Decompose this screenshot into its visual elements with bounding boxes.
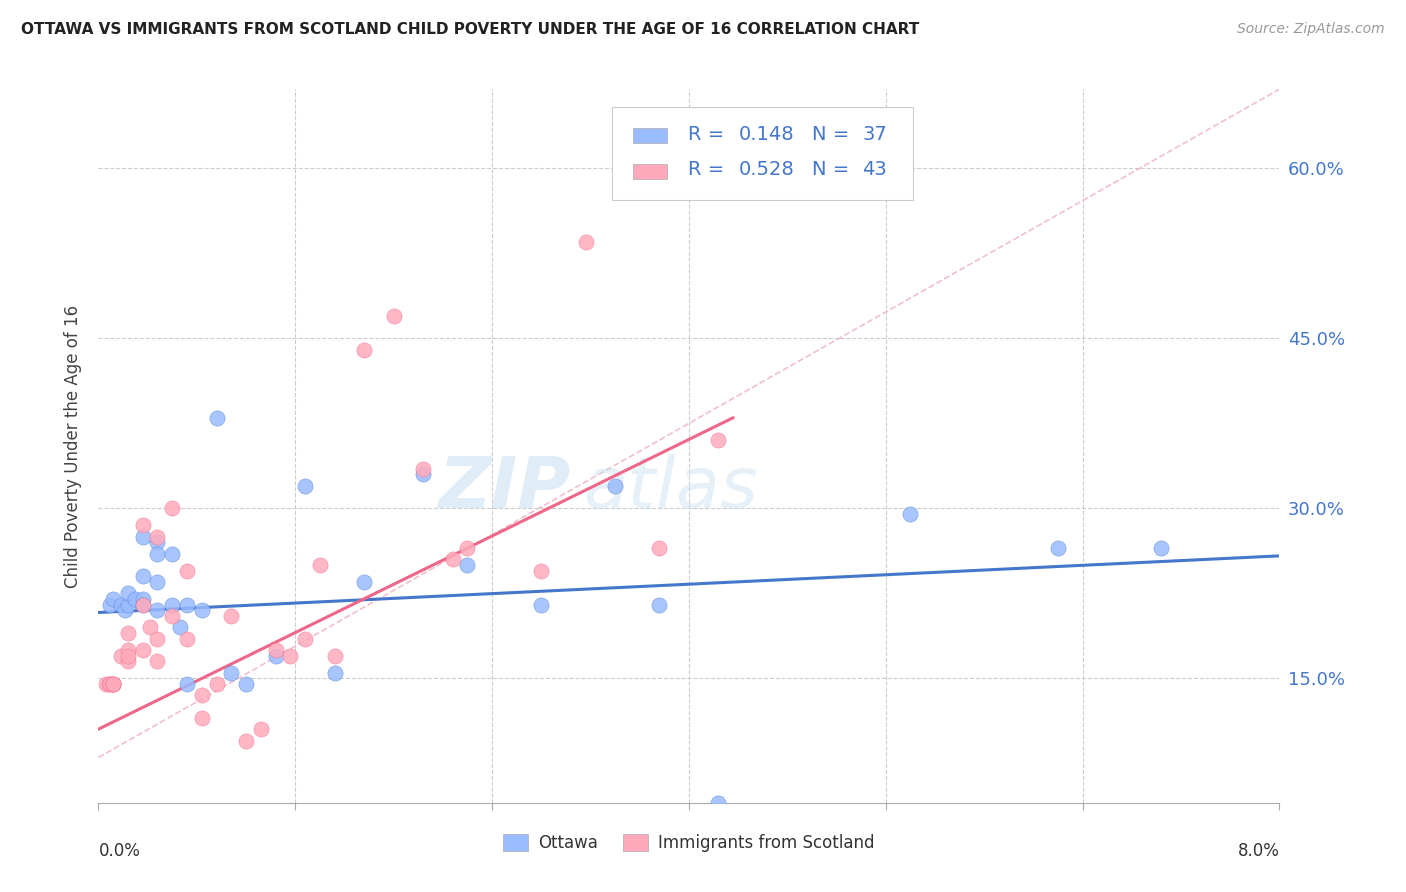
Text: 43: 43 [862, 161, 887, 179]
Text: 0.528: 0.528 [738, 161, 794, 179]
Point [146, 547, 169, 561]
Text: N =: N = [811, 161, 855, 179]
Point [457, 558, 479, 572]
Point [648, 598, 671, 612]
Point [457, 541, 479, 555]
Point [205, 677, 228, 691]
Legend: Ottawa, Immigrants from Scotland: Ottawa, Immigrants from Scotland [496, 827, 882, 859]
Text: 0.148: 0.148 [738, 125, 794, 144]
FancyBboxPatch shape [612, 107, 914, 200]
Point [132, 518, 155, 533]
Point [103, 591, 125, 606]
Point [294, 478, 316, 492]
Point [103, 677, 125, 691]
Point [146, 632, 169, 646]
Point [146, 574, 169, 589]
Point [132, 530, 155, 544]
Text: atlas: atlas [582, 454, 758, 524]
Point [235, 733, 257, 747]
Point [412, 467, 434, 482]
Point [264, 643, 287, 657]
Point [132, 643, 155, 657]
Point [117, 598, 139, 612]
Point [250, 722, 273, 736]
Point [132, 591, 155, 606]
Point [103, 677, 125, 691]
Point [323, 648, 346, 663]
Point [264, 648, 287, 663]
Point [94, 677, 117, 691]
Point [117, 626, 139, 640]
Point [530, 564, 553, 578]
Text: ZIP: ZIP [439, 454, 571, 524]
Point [103, 677, 125, 691]
Point [117, 654, 139, 668]
Point [139, 620, 162, 634]
Point [605, 478, 627, 492]
Point [648, 541, 671, 555]
Point [309, 558, 332, 572]
Point [441, 552, 464, 566]
Point [707, 796, 730, 810]
Point [162, 547, 183, 561]
Point [146, 530, 169, 544]
Point [191, 688, 214, 702]
Y-axis label: Child Poverty Under the Age of 16: Child Poverty Under the Age of 16 [65, 304, 83, 588]
Text: 37: 37 [862, 125, 887, 144]
Point [117, 586, 139, 600]
Text: Source: ZipAtlas.com: Source: ZipAtlas.com [1237, 22, 1385, 37]
Point [117, 648, 139, 663]
Point [530, 598, 553, 612]
FancyBboxPatch shape [634, 128, 666, 143]
Point [176, 564, 198, 578]
Point [205, 410, 228, 425]
Text: 8.0%: 8.0% [1237, 842, 1279, 860]
Point [98, 598, 121, 612]
FancyBboxPatch shape [634, 164, 666, 178]
Point [132, 569, 155, 583]
Point [323, 665, 346, 680]
Point [132, 598, 155, 612]
Point [110, 648, 132, 663]
Point [280, 648, 302, 663]
Point [97, 677, 120, 691]
Point [382, 309, 405, 323]
Point [176, 632, 198, 646]
Point [110, 598, 132, 612]
Point [132, 598, 155, 612]
Point [98, 677, 121, 691]
Point [221, 665, 243, 680]
Point [575, 235, 598, 249]
Point [146, 535, 169, 549]
Point [1150, 541, 1173, 555]
Point [114, 603, 136, 617]
Point [707, 434, 730, 448]
Point [353, 343, 375, 357]
Point [162, 608, 183, 623]
Point [235, 677, 257, 691]
Point [900, 507, 922, 521]
Point [191, 711, 214, 725]
Point [146, 654, 169, 668]
Point [117, 643, 139, 657]
Text: 0.0%: 0.0% [98, 842, 141, 860]
Point [1046, 541, 1070, 555]
Point [191, 603, 214, 617]
Text: R =: R = [688, 161, 730, 179]
Point [162, 501, 183, 516]
Point [124, 591, 146, 606]
Text: N =: N = [811, 125, 855, 144]
Text: OTTAWA VS IMMIGRANTS FROM SCOTLAND CHILD POVERTY UNDER THE AGE OF 16 CORRELATION: OTTAWA VS IMMIGRANTS FROM SCOTLAND CHILD… [21, 22, 920, 37]
Point [221, 608, 243, 623]
Point [412, 461, 434, 475]
Point [169, 620, 191, 634]
Point [353, 574, 375, 589]
Point [176, 677, 198, 691]
Point [176, 598, 198, 612]
Point [294, 632, 316, 646]
Point [103, 677, 125, 691]
Point [146, 603, 169, 617]
Text: R =: R = [688, 125, 730, 144]
Point [162, 598, 183, 612]
